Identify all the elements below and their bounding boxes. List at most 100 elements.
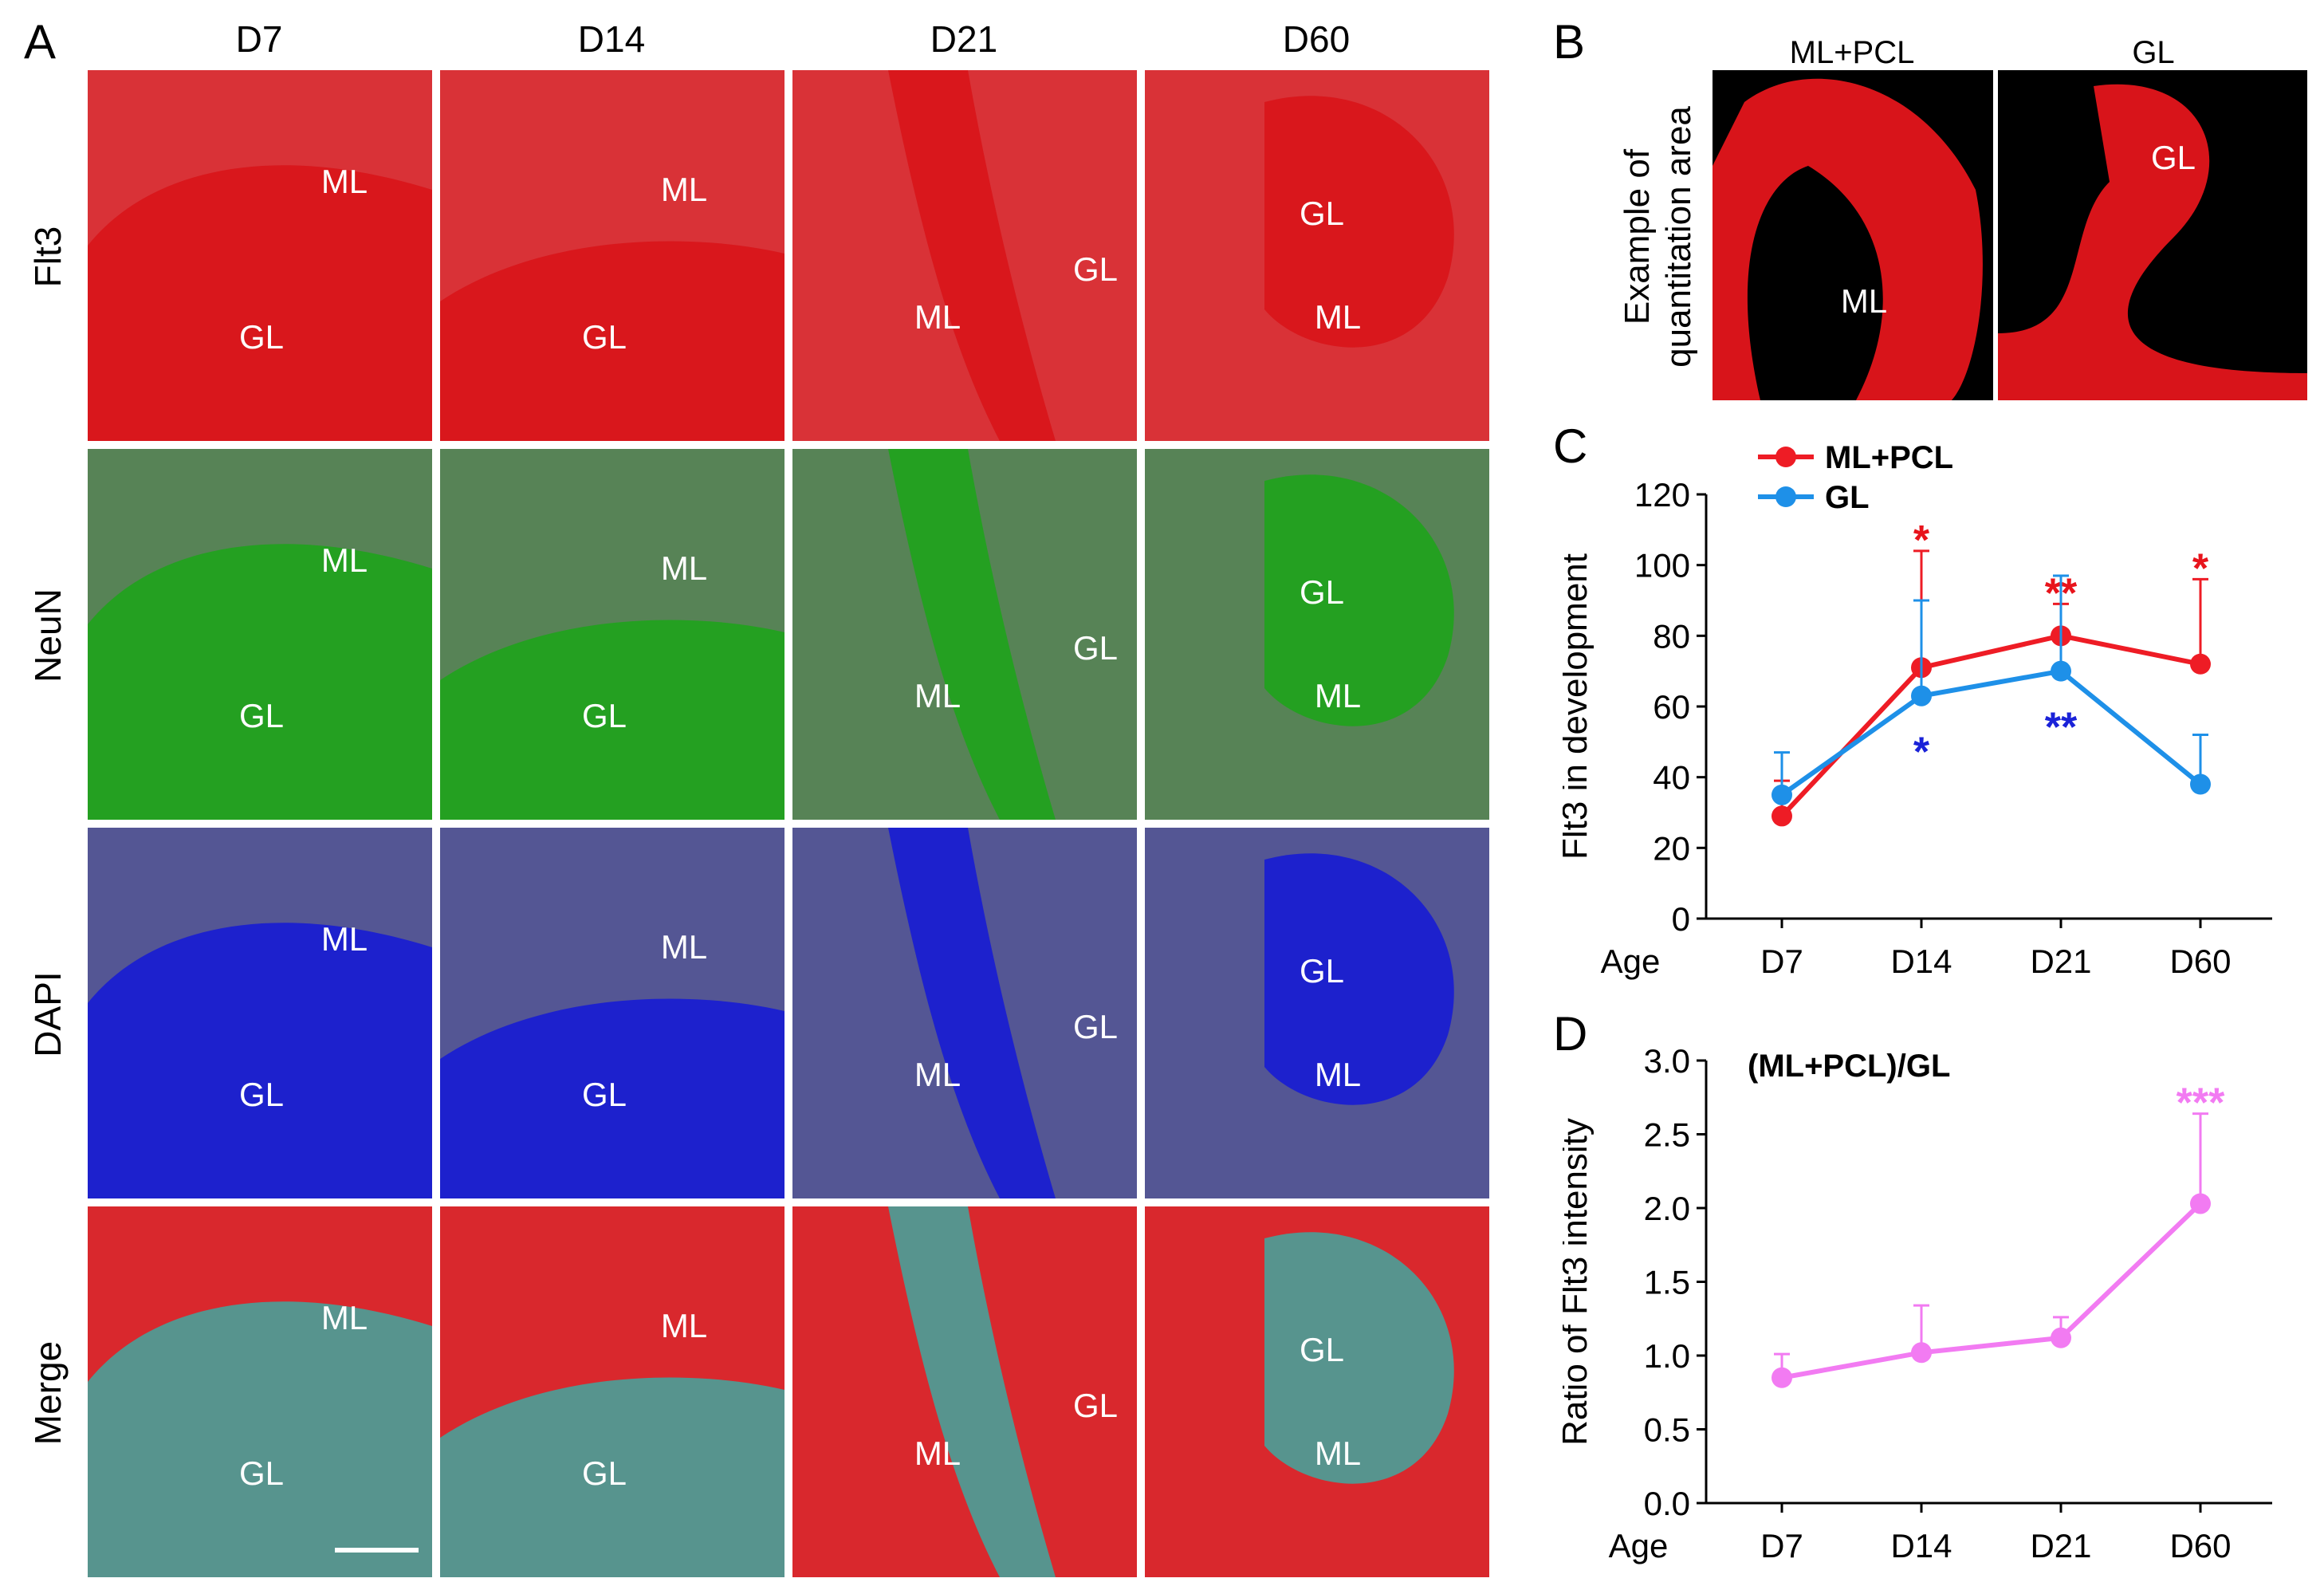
region-label-ml: ML [320,541,368,579]
panel-a-letter: A [24,15,57,69]
data-point [2190,653,2211,675]
tissue-band [88,923,432,1198]
quantitation-image-gl: GL [1998,70,2307,400]
scale-bar [335,1548,419,1553]
micrograph-flt3-d21: ML GL [792,70,1137,441]
b-head-gl: GL [2132,35,2175,70]
significance-mark: * [1913,518,1930,564]
micrograph-dapi-d21: ML GL [792,828,1137,1198]
tissue-band [440,620,784,820]
region-label-gl: GL [1072,1008,1119,1045]
data-point [2051,1327,2071,1348]
y-tick-label: 2.0 [1644,1190,1690,1227]
region-label-ml: ML [1314,677,1362,714]
tissue-band [440,998,784,1198]
legend-marker [1775,486,1796,507]
region-label-gl: GL [1299,1331,1345,1368]
y-tick-label: 120 [1634,476,1690,514]
y-tick-label: 0 [1672,900,1690,938]
x-axis-prefix: Age [1601,943,1661,980]
region-label-ml: ML [914,677,961,714]
region-label-ml: ML [914,298,961,336]
legend-label: GL [1825,480,1870,515]
region-label-ml: ML [1314,1056,1362,1093]
col-head-d21: D21 [930,18,998,60]
tissue-band [1264,1232,1454,1484]
y-axis-label: Flt3 in development [1563,553,1595,860]
tissue-band [88,1301,432,1577]
data-point [2190,1193,2211,1214]
region-label-ml: ML [320,163,368,200]
y-tick-label: 1.0 [1644,1337,1690,1375]
x-tick-label: D60 [2169,1527,2231,1564]
region-label-gl: GL [1299,952,1345,990]
tissue-band [888,70,1056,441]
region-label-gl: GL [1299,195,1345,232]
region-label-ml: ML [660,171,708,208]
legend-marker [1775,447,1796,467]
tissue-band [1264,474,1454,726]
data-point [1772,805,1792,827]
region-label: ML [1840,282,1888,320]
legend-label: ML+PCL [1825,440,1953,475]
y-axis-label: Ratio of Flt3 intensity [1563,1118,1595,1446]
tissue-band [888,1206,1056,1577]
x-tick-label: D60 [2169,943,2231,980]
region-label-gl: GL [1072,629,1119,667]
micrograph-merge-d21: ML GL [792,1206,1137,1577]
micrograph-neun-d14: ML GL [440,449,784,820]
region-label-gl: GL [238,318,285,356]
region-label-ml: ML [660,1307,708,1344]
x-tick-label: D21 [2030,943,2091,980]
col-head-d7: D7 [235,18,283,60]
x-tick-label: D14 [1890,943,1952,980]
region-label-ml: ML [660,549,708,587]
y-tick-label: 80 [1653,617,1690,655]
micrograph-flt3-d60: ML GL [1145,70,1489,441]
series-line-0 [1781,1202,2203,1380]
x-tick-label: D21 [2030,1527,2091,1564]
y-tick-label: 0.5 [1644,1411,1690,1449]
region-label-ml: ML [320,920,368,958]
b-title-line2: quantitation area [1659,106,1698,368]
y-tick-label: 40 [1653,759,1690,797]
panel-d-letter: D [1553,1007,1588,1061]
quantitation-region [1713,78,1983,400]
region-label-ml: ML [1314,1435,1362,1472]
micrograph-dapi-d14: ML GL [440,828,784,1198]
data-point [1772,1367,1792,1388]
region-label-ml: ML [914,1056,961,1093]
micrograph-neun-d60: ML GL [1145,449,1489,820]
tissue-band [1264,96,1454,348]
y-tick-label: 3.0 [1644,1042,1690,1080]
region-label-ml: ML [1314,298,1362,336]
region-label-gl: GL [581,1454,627,1492]
tissue-band [888,449,1056,820]
region-label-ml: ML [914,1435,961,1472]
chart-d: 0.0 0.5 1.0 1.5 2.0 2.5 3.0 D7 D14 D21 D60 Age Ratio… [1563,1042,2272,1564]
region-label-gl: GL [1072,1387,1119,1424]
region-label-ml: ML [320,1299,368,1336]
tissue-band [888,828,1056,1198]
region-label-gl: GL [1072,250,1119,288]
chart-title: (ML+PCL)/GL [1748,1049,1950,1084]
region-label: GL [2150,139,2196,176]
region-label-gl: GL [581,1076,627,1113]
chart-c: 0 20 40 60 80 100 120 D7 D14 D21 D60 Age Flt3 in dev… [1563,440,2272,980]
micrograph-neun-d7: ML GL [88,449,432,820]
x-axis-prefix: Age [1609,1527,1669,1564]
micrograph-neun-d21: ML GL [792,449,1137,820]
data-point [1911,685,1932,706]
region-label-gl: GL [581,318,627,356]
micrograph-flt3-d7: ML GL [88,70,432,441]
micrograph-dapi-d7: ML GL [88,828,432,1198]
micrograph-flt3-d14: ML GL [440,70,784,441]
quantitation-image-mlpcl: ML [1713,70,1993,400]
x-tick-label: D7 [1760,1527,1803,1564]
y-tick-label: 100 [1634,547,1690,584]
region-label-gl: GL [238,1076,285,1113]
region-label-ml: ML [660,928,708,966]
y-tick-label: 20 [1653,829,1690,867]
data-point [1772,784,1792,805]
data-point [2190,773,2211,795]
